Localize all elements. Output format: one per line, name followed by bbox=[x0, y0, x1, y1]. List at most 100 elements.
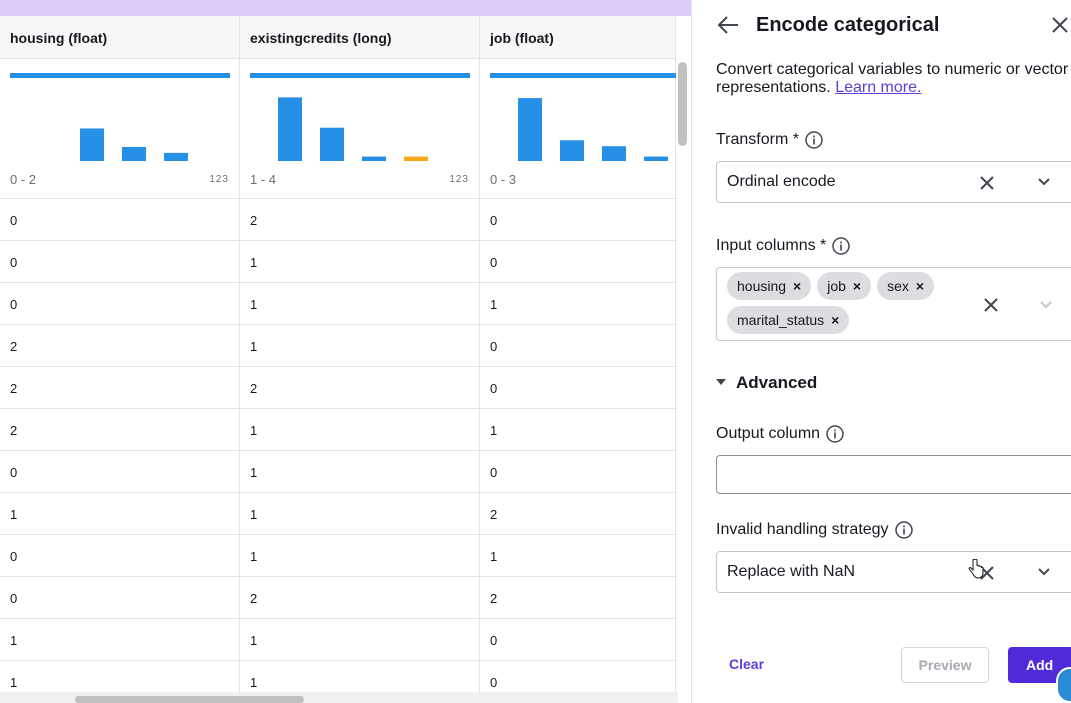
column-token: sex × bbox=[877, 272, 935, 300]
caret-down-icon bbox=[716, 379, 726, 385]
close-button[interactable] bbox=[1050, 15, 1070, 35]
table-cell[interactable]: 0 bbox=[0, 199, 240, 241]
histogram-bar[interactable] bbox=[122, 146, 146, 161]
table-cell[interactable]: 2 bbox=[0, 325, 240, 367]
table-cell[interactable]: 0 bbox=[0, 535, 240, 577]
table-cell[interactable]: 2 bbox=[240, 577, 480, 619]
encode-categorical-panel: Encode categorical Convert categorical v… bbox=[691, 0, 1071, 703]
table-cell[interactable]: 0 bbox=[480, 451, 676, 493]
histogram-bar[interactable] bbox=[278, 97, 302, 161]
histogram-row: 0 - 2 123 1 - 4 123 0 - 3 bbox=[0, 59, 676, 199]
table-cell[interactable]: 0 bbox=[0, 283, 240, 325]
table-cell[interactable]: 0 bbox=[480, 619, 676, 661]
column-header-housing[interactable]: housing (float) bbox=[0, 16, 240, 59]
remove-token-icon[interactable]: × bbox=[852, 278, 862, 294]
transform-select[interactable]: Ordinal encode bbox=[716, 161, 1071, 203]
table-cell[interactable]: 1 bbox=[0, 619, 240, 661]
transform-label: Transform * bbox=[716, 131, 823, 149]
table-cell[interactable]: 1 bbox=[240, 661, 480, 703]
panel-title: Encode categorical bbox=[756, 14, 940, 36]
chevron-down-icon[interactable] bbox=[1037, 567, 1051, 577]
histogram-bar[interactable] bbox=[80, 128, 104, 161]
table-cell[interactable]: 1 bbox=[0, 661, 240, 703]
data-grid: housing (float) existingcredits (long) j… bbox=[0, 0, 691, 703]
column-token-label: job bbox=[827, 278, 846, 294]
table-cell[interactable]: 1 bbox=[480, 409, 676, 451]
preview-button[interactable]: Preview bbox=[901, 647, 989, 683]
table-cell[interactable]: 1 bbox=[240, 535, 480, 577]
histogram-bar[interactable] bbox=[404, 156, 428, 161]
arrow-left-icon bbox=[717, 16, 738, 34]
table-cell[interactable]: 1 bbox=[240, 493, 480, 535]
histogram-bar[interactable] bbox=[518, 98, 542, 161]
output-column-input[interactable] bbox=[716, 455, 1071, 494]
info-icon[interactable] bbox=[894, 521, 913, 539]
panel-description: Convert categorical variables to numeric… bbox=[716, 61, 1071, 97]
table-cell[interactable]: 1 bbox=[240, 409, 480, 451]
info-icon[interactable] bbox=[832, 237, 851, 255]
table-cell[interactable]: 1 bbox=[240, 283, 480, 325]
column-header-label: housing (float) bbox=[10, 29, 108, 46]
table-cell[interactable]: 2 bbox=[240, 367, 480, 409]
column-token: housing × bbox=[727, 272, 812, 300]
back-button[interactable] bbox=[716, 12, 742, 38]
column-header-label: existingcredits (long) bbox=[250, 29, 392, 46]
histogram-bar[interactable] bbox=[602, 146, 626, 161]
table-cell[interactable]: 1 bbox=[0, 493, 240, 535]
table-cell[interactable]: 1 bbox=[480, 283, 676, 325]
remove-token-icon[interactable]: × bbox=[915, 278, 925, 294]
remove-token-icon[interactable]: × bbox=[831, 312, 840, 328]
table-cell[interactable]: 1 bbox=[480, 535, 676, 577]
learn-more-link[interactable]: Learn more. bbox=[835, 79, 922, 96]
advanced-toggle[interactable]: Advanced bbox=[716, 373, 817, 393]
clear-selection-icon[interactable] bbox=[983, 297, 999, 313]
table-cell[interactable]: 1 bbox=[240, 619, 480, 661]
column-token: job × bbox=[817, 272, 872, 300]
table-cell[interactable]: 2 bbox=[240, 199, 480, 241]
column-token-label: marital_status bbox=[737, 312, 825, 328]
clear-button[interactable]: Clear bbox=[729, 656, 765, 672]
histogram-bar[interactable] bbox=[362, 156, 386, 161]
table-cell[interactable]: 0 bbox=[480, 241, 676, 283]
table-cell[interactable]: 1 bbox=[240, 325, 480, 367]
invalid-handling-select[interactable]: Replace with NaN bbox=[716, 551, 1071, 593]
histogram-chart bbox=[10, 73, 230, 161]
chevron-down-icon[interactable] bbox=[1039, 300, 1053, 310]
column-token: marital_status × bbox=[727, 306, 850, 334]
table-cell[interactable]: 0 bbox=[0, 241, 240, 283]
table-cell[interactable]: 2 bbox=[480, 493, 676, 535]
column-header-job[interactable]: job (float) bbox=[480, 16, 676, 59]
clear-selection-icon[interactable] bbox=[979, 175, 995, 191]
selected-tokens: housing × job × sex × marital_status × bbox=[727, 272, 967, 334]
table-cell[interactable]: 0 bbox=[480, 367, 676, 409]
table-cell[interactable]: 2 bbox=[0, 409, 240, 451]
chevron-down-icon[interactable] bbox=[1037, 177, 1051, 187]
table-cell[interactable]: 0 bbox=[480, 325, 676, 367]
chat-help-icon[interactable] bbox=[1056, 667, 1071, 703]
table-cell[interactable]: 0 bbox=[0, 577, 240, 619]
histogram-bar[interactable] bbox=[164, 152, 188, 161]
vertical-scrollbar[interactable] bbox=[678, 62, 687, 146]
column-header-existingcredits[interactable]: existingcredits (long) bbox=[240, 16, 480, 59]
output-column-label: Output column bbox=[716, 425, 844, 443]
histogram-bar[interactable] bbox=[560, 140, 584, 161]
horizontal-scrollbar[interactable] bbox=[75, 696, 304, 703]
info-icon[interactable] bbox=[805, 131, 823, 149]
table-cell[interactable]: 1 bbox=[240, 451, 480, 493]
remove-token-icon[interactable]: × bbox=[793, 278, 802, 294]
table-cell[interactable]: 2 bbox=[480, 577, 676, 619]
info-icon[interactable] bbox=[826, 425, 844, 443]
table-cell[interactable]: 2 bbox=[0, 367, 240, 409]
histogram-bar[interactable] bbox=[320, 127, 344, 161]
table-cell[interactable]: 0 bbox=[480, 661, 676, 703]
table-cell[interactable]: 0 bbox=[0, 451, 240, 493]
table-cell[interactable]: 0 bbox=[480, 199, 676, 241]
input-columns-multiselect[interactable]: housing × job × sex × marital_status × bbox=[716, 267, 1071, 341]
horizontal-scrollbar-track bbox=[0, 692, 678, 703]
input-columns-label: Input columns * bbox=[716, 237, 851, 255]
table-cell[interactable]: 1 bbox=[240, 241, 480, 283]
histogram-bar[interactable] bbox=[644, 156, 668, 161]
